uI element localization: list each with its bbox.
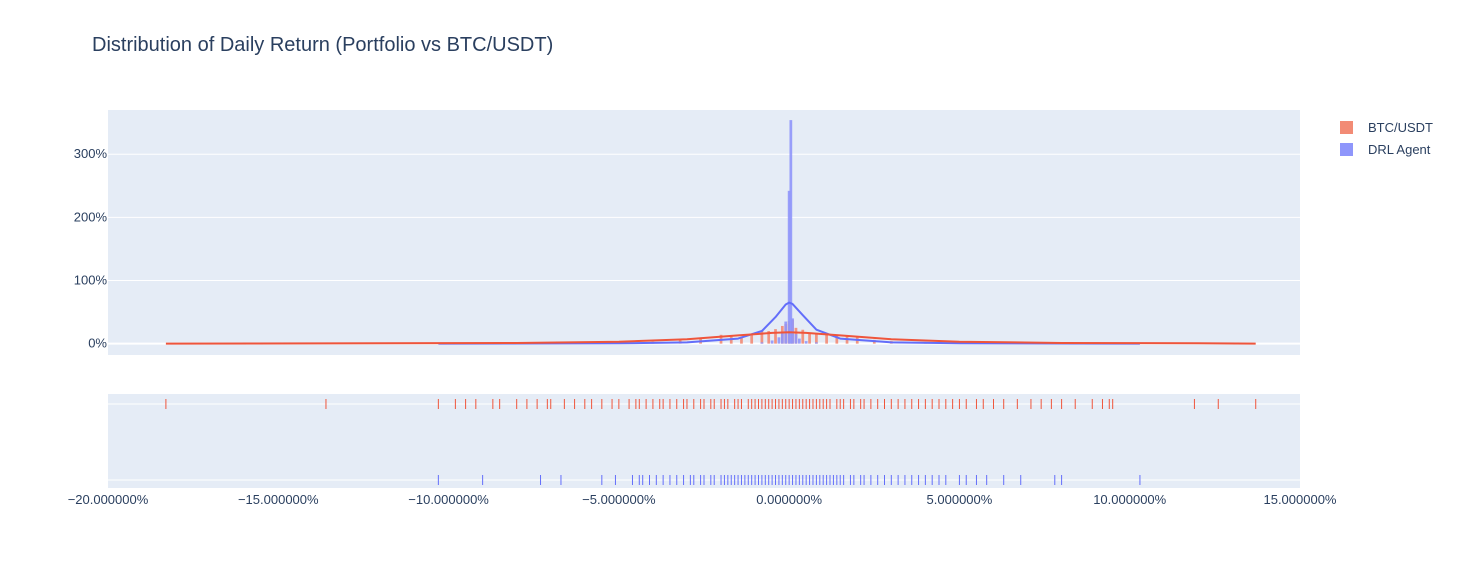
histogram-bar-drl-agent (804, 341, 808, 344)
legend-label-btc-usdt: BTC/USDT (1368, 119, 1433, 135)
histogram-bar-btc-usdt (740, 337, 743, 344)
histogram-bar-drl-agent (789, 120, 793, 344)
density-curve-drl-agent (438, 301, 1140, 345)
rug-marks (165, 399, 1257, 485)
x-tick-label: −10.000000% (408, 492, 489, 507)
histogram-bar-btc-usdt (774, 329, 777, 344)
legend-label-drl-agent: DRL Agent (1368, 141, 1431, 157)
x-axis-ticks: −20.000000% −15.000000% −10.000000% −5.0000… (68, 492, 1337, 507)
y-tick-label: 100% (74, 272, 108, 287)
histogram-bar-drl-agent (760, 342, 764, 344)
histogram-bar-btc-usdt (808, 332, 811, 344)
histogram-bar-btc-usdt (750, 334, 754, 344)
histogram-bar-drl-agent (797, 338, 801, 344)
histogram-bar-drl-agent (770, 340, 774, 344)
x-tick-label: 15.000000% (1263, 492, 1336, 507)
rug-plot-background (108, 394, 1300, 488)
histogram-bar-btc-usdt (760, 331, 764, 344)
histogram-bar-drl-agent (780, 332, 784, 344)
density-curve-btc-usdt (165, 331, 1256, 345)
histogram-bar-btc-usdt (767, 331, 771, 344)
y-tick-label: 300% (74, 146, 108, 161)
histogram-bar-drl-agent (815, 342, 818, 344)
y-axis-ticks: 0% 100% 200% 300% (74, 146, 108, 350)
x-tick-label: −5.000000% (582, 492, 656, 507)
histogram-bar-btc-usdt (835, 336, 839, 344)
hist-plot-background (108, 110, 1300, 355)
histogram-bar-drl-agent (777, 337, 781, 344)
histogram-bar-drl-agent (791, 318, 794, 344)
histogram-bar-drl-agent (787, 190, 791, 344)
x-tick-label: −15.000000% (238, 492, 319, 507)
chart-title: Distribution of Daily Return (Portfolio … (92, 34, 554, 56)
y-tick-label: 200% (74, 209, 108, 224)
x-tick-label: 0.000000% (756, 492, 822, 507)
x-tick-label: 5.000000% (927, 492, 993, 507)
density-curves (165, 301, 1256, 345)
histogram-bar-drl-agent (794, 334, 798, 344)
y-tick-label: 0% (88, 336, 107, 351)
histogram-bar-btc-usdt (825, 334, 828, 344)
legend-swatch-drl-agent (1340, 142, 1353, 156)
x-tick-label: −20.000000% (68, 492, 149, 507)
legend: BTC/USDT DRL Agent (1340, 116, 1433, 160)
legend-item-btc-usdt[interactable]: BTC/USDT (1340, 116, 1433, 138)
histogram-bar-btc-usdt (801, 329, 805, 344)
legend-item-drl-agent[interactable]: DRL Agent (1340, 138, 1433, 160)
histogram-bar-btc-usdt (815, 333, 818, 344)
x-tick-label: 10.000000% (1093, 492, 1166, 507)
legend-swatch-btc-usdt (1340, 120, 1353, 134)
